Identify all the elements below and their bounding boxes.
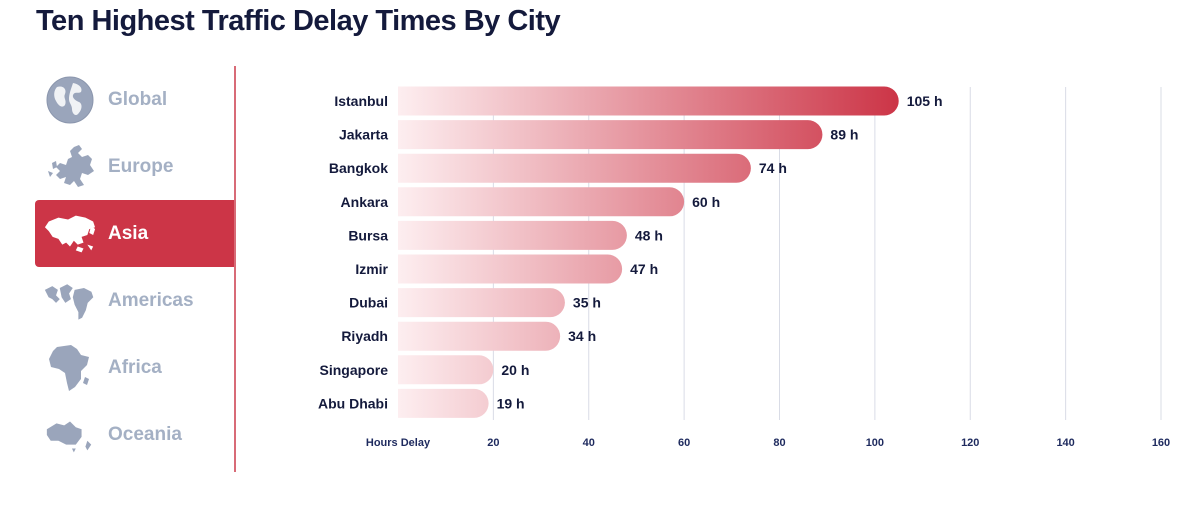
value-label: 34 h (568, 328, 596, 344)
category-label: Riyadh (341, 328, 388, 344)
value-label: 89 h (830, 127, 858, 143)
x-axis-title: Hours Delay (366, 437, 431, 449)
x-tick-label: 60 (678, 437, 690, 449)
value-label: 74 h (759, 160, 787, 176)
category-label: Abu Dhabi (318, 395, 388, 411)
category-label: Istanbul (334, 93, 388, 109)
sidebar-item-label: Africa (108, 357, 162, 378)
bar (398, 86, 899, 116)
value-label: 105 h (907, 93, 943, 109)
category-label: Izmir (355, 261, 388, 277)
sidebar-item-americas[interactable]: Americas (35, 267, 235, 334)
africa-map-icon (43, 342, 97, 394)
sidebar-item-label: Americas (108, 290, 194, 311)
value-label: 48 h (635, 227, 663, 243)
bar (398, 187, 685, 217)
sidebar-item-label: Oceania (108, 424, 182, 445)
value-label: 47 h (630, 261, 658, 277)
bar (398, 288, 565, 318)
sidebar-item-europe[interactable]: Europe (35, 133, 235, 200)
globe-icon (43, 74, 97, 126)
sidebar-item-label: Global (108, 89, 168, 110)
sidebar-item-oceania[interactable]: Oceania (35, 401, 235, 468)
bar (398, 153, 751, 183)
x-tick-label: 40 (583, 437, 595, 449)
oceania-map-icon (43, 409, 97, 461)
sidebar-item-global[interactable]: Global (35, 66, 235, 133)
x-tick-label: 80 (773, 437, 785, 449)
sidebar-item-africa[interactable]: Africa (35, 334, 235, 401)
bar (398, 254, 623, 284)
value-label: 60 h (692, 194, 720, 210)
category-label: Bangkok (329, 160, 388, 176)
x-tick-label: 20 (487, 437, 499, 449)
asia-map-icon (43, 208, 97, 260)
category-label: Ankara (341, 194, 389, 210)
x-tick-label: 100 (866, 437, 884, 449)
x-tick-label: 160 (1152, 437, 1170, 449)
category-label: Dubai (349, 295, 388, 311)
americas-map-icon (43, 275, 97, 327)
sidebar-divider (234, 66, 236, 472)
bar (398, 355, 494, 385)
bar (398, 388, 489, 418)
sidebar-item-label: Europe (108, 156, 174, 177)
bar (398, 120, 823, 150)
sidebar-item-label: Asia (108, 223, 149, 244)
bar (398, 220, 627, 250)
europe-map-icon (43, 141, 97, 193)
x-tick-label: 140 (1056, 437, 1074, 449)
value-label: 35 h (573, 295, 601, 311)
value-label: 19 h (497, 395, 525, 411)
region-sidebar: Global Europe Asia (35, 66, 235, 468)
page-title: Ten Highest Traffic Delay Times By City (36, 5, 561, 37)
category-label: Jakarta (339, 127, 388, 143)
bar (398, 321, 561, 351)
category-label: Bursa (348, 227, 388, 243)
labels: 20 40 60 80 100 120 140 160 Hours Delay Istanbul 1… (318, 93, 1170, 449)
sidebar-item-asia[interactable]: Asia (35, 200, 235, 267)
value-label: 20 h (501, 362, 529, 378)
x-tick-label: 120 (961, 437, 979, 449)
bars (398, 86, 899, 418)
category-label: Singapore (320, 362, 389, 378)
